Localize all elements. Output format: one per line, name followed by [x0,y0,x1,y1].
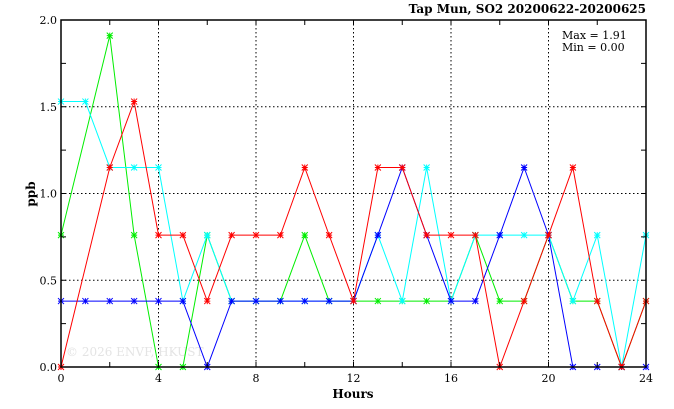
data-point [325,297,333,305]
data-point [398,164,406,171]
x-tick-label: 8 [253,372,260,385]
data-point [593,297,601,305]
data-point [179,231,187,239]
annotation-min: Min = 0.00 [562,41,625,54]
data-point [301,164,309,171]
data-point [252,231,260,239]
data-point [569,164,577,171]
data-point [472,297,479,305]
data-point [82,297,89,305]
data-point [374,297,382,305]
data-point [277,297,284,305]
data-point [130,231,138,239]
data-point [496,231,504,239]
chart-title: Tap Mun, SO2 20200622-20200625 [409,2,646,16]
y-tick-label: 0.0 [40,361,58,374]
data-point [203,231,211,239]
data-point [520,164,528,171]
x-tick-label: 20 [542,372,556,385]
data-point [301,297,309,305]
data-point [277,231,284,239]
data-point [203,297,211,305]
watermark: © 2026 ENVF, HKUST [66,345,204,359]
data-point [106,164,114,171]
data-point [155,297,162,305]
y-tick-label: 0.5 [40,274,58,287]
data-point [252,297,260,305]
data-point [106,297,114,305]
data-point [423,297,430,305]
x-tick-label: 24 [639,372,653,385]
data-point [130,98,138,105]
data-point [82,98,89,105]
data-point [155,231,162,239]
data-point [179,297,187,305]
x-tick-label: 12 [347,372,361,385]
data-point [423,164,430,171]
data-point [374,164,382,171]
data-point [130,164,138,171]
data-point [520,297,528,305]
data-point [130,297,138,305]
data-point [155,164,162,171]
x-axis-label: Hours [332,387,373,401]
data-point [569,297,577,305]
data-point [593,231,601,239]
x-tick-label: 16 [444,372,458,385]
y-tick-label: 1.0 [40,188,58,201]
x-tick-label: 0 [58,372,65,385]
data-point [423,231,430,239]
x-tick-label: 4 [155,372,162,385]
y-tick-label: 1.5 [40,101,58,114]
data-point [447,297,455,305]
annotation-max: Max = 1.91 [562,29,627,42]
data-point [228,231,235,239]
series-line [60,99,647,369]
data-point [301,231,309,239]
data-point [472,231,479,239]
data-point [496,297,504,305]
data-point [228,297,235,305]
data-point [545,231,552,239]
data-point [106,32,114,39]
data-point [447,231,455,239]
data-point [374,231,382,239]
data-point [350,297,357,305]
data-point [325,231,333,239]
data-point [398,297,406,305]
data-point [520,231,528,239]
y-tick-label: 2.0 [40,14,58,27]
y-axis-label: ppb [24,181,38,206]
